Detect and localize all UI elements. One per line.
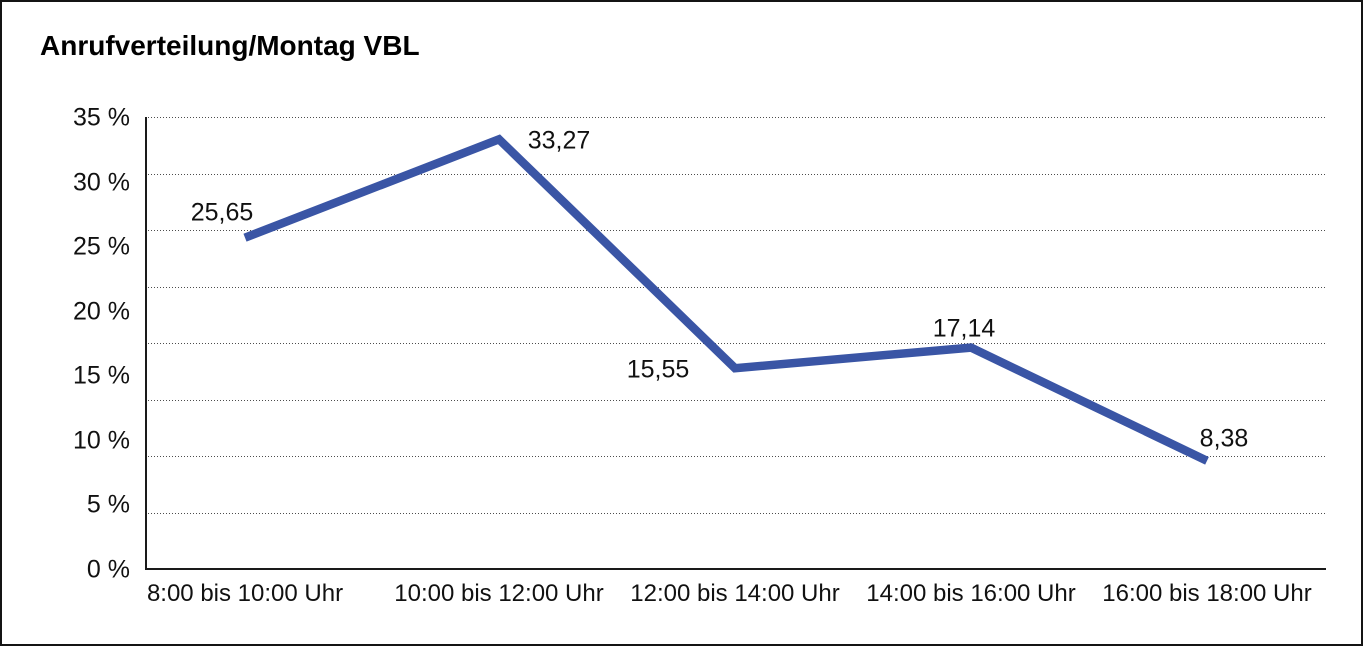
value-label: 33,27 xyxy=(527,126,591,155)
y-tick-label: 15 % xyxy=(73,361,130,390)
value-label: 17,14 xyxy=(932,314,996,343)
y-tick-label: 10 % xyxy=(73,426,130,455)
gridline xyxy=(145,173,1325,175)
y-tick-label: 20 % xyxy=(73,297,130,326)
value-label: 25,65 xyxy=(190,198,254,227)
series-line xyxy=(243,134,1209,465)
y-axis-line xyxy=(145,117,147,569)
gridline xyxy=(145,117,1325,118)
x-category-label: 8:00 bis 10:00 Uhr xyxy=(146,580,344,607)
value-label: 15,55 xyxy=(626,355,690,384)
gridline xyxy=(145,456,1325,457)
y-tick-label: 5 % xyxy=(86,490,130,519)
x-category-label: 16:00 bis 18:00 Uhr xyxy=(1102,580,1312,607)
gridline xyxy=(145,512,1325,514)
y-tick-label: 35 % xyxy=(73,103,130,132)
x-axis-line xyxy=(145,568,1326,570)
x-category-label: 14:00 bis 16:00 Uhr xyxy=(866,580,1076,607)
x-category-label: 12:00 bis 14:00 Uhr xyxy=(630,580,840,607)
gridline xyxy=(145,230,1325,231)
gridline xyxy=(145,286,1325,288)
y-tick-label: 0 % xyxy=(86,555,130,584)
y-tick-label: 30 % xyxy=(73,168,130,197)
gridline xyxy=(145,343,1325,344)
gridline xyxy=(145,399,1325,401)
value-label: 8,38 xyxy=(1199,424,1249,453)
y-tick-label: 25 % xyxy=(73,232,130,261)
chart-title: Anrufverteilung/Montag VBL xyxy=(40,30,420,61)
x-category-label: 10:00 bis 12:00 Uhr xyxy=(394,580,604,607)
